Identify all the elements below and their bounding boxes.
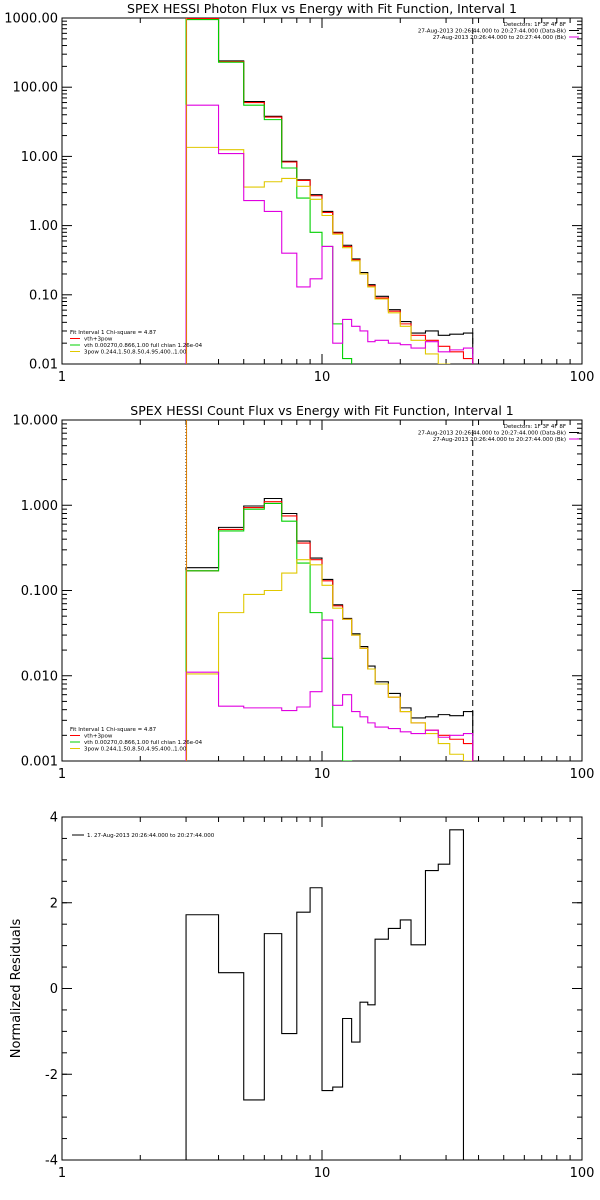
chart-title: SPEX HESSI Count Flux vs Energy with Fit… — [130, 403, 513, 418]
y-tick-label: 0.001 — [21, 755, 58, 770]
residuals-panel: 1 10 100 4 2 0 -2 -4 Normalized Residuals 1. 27-A… — [9, 811, 595, 1182]
y-tick-label: 1000.00 — [4, 12, 58, 27]
legend-entry: Detectors: 1F 3F 4F 8F — [504, 424, 566, 430]
y-tick-label: 1.000 — [21, 499, 58, 514]
y-tick-label: 0.100 — [21, 584, 58, 599]
y-tick-label: 10.000 — [13, 414, 59, 429]
y-tick-label: 0.010 — [21, 669, 58, 684]
chart-title: SPEX HESSI Photon Flux vs Energy with Fi… — [127, 1, 517, 16]
photon-flux-panel: SPEX HESSI Photon Flux vs Energy with Fi… — [4, 1, 595, 385]
y-tick-label: -4 — [45, 1154, 58, 1169]
plot-frame — [61, 17, 583, 365]
y-tick-label: 2 — [50, 896, 58, 911]
fit-legend-entry: 3pow 0.244,1.50,8.50,4.95,400.,1.00 — [84, 350, 187, 356]
fit-legend-entry: vth+3pow — [84, 337, 113, 343]
y-tick-label: -2 — [45, 1068, 58, 1083]
legend-entry: Detectors: 1F 3F 4F 8F — [504, 22, 566, 28]
y-axis-label: Normalized Residuals — [9, 919, 24, 1059]
legend-entry: 27-Aug-2013 20:26:44.000 to 20:27:44.000… — [418, 431, 566, 437]
legend-entry: 27-Aug-2013 20:26:44.000 to 20:27:44.000… — [418, 29, 566, 35]
series-0-step-line — [185, 829, 474, 1160]
x-tick-label: 1 — [58, 1166, 66, 1181]
y-tick-label: 0.01 — [29, 358, 58, 373]
legend-entry: 27-Aug-2013 20:26:44.000 to 20:27:44.000… — [433, 35, 566, 41]
series-3-step-line — [185, 559, 474, 761]
y-tick-label: 100.00 — [13, 81, 59, 96]
x-tick-label: 100 — [570, 1166, 595, 1181]
series-0-step-line — [185, 497, 474, 761]
y-tick-label: 4 — [50, 811, 58, 826]
series-4-step-line — [185, 104, 474, 364]
fit-legend-header: Fit Interval 1 Chi-square = 4.87 — [70, 727, 157, 733]
plot-frame — [61, 419, 583, 762]
y-tick-label: 1.00 — [29, 219, 58, 234]
fit-legend-entry: vth+3pow — [84, 734, 113, 740]
series-4-step-line — [185, 619, 474, 761]
fit-legend-entry: 3pow 0.244,1.50,8.50,4.95,400.,1.00 — [84, 747, 187, 753]
y-tick-label: 10.00 — [21, 150, 58, 165]
series-0-step-line — [185, 18, 474, 364]
y-tick-label: 0.10 — [29, 288, 58, 303]
fit-legend-header: Fit Interval 1 Chi-square = 4.87 — [70, 330, 157, 336]
x-tick-label: 100 — [570, 370, 595, 385]
series-3-step-line — [185, 146, 451, 364]
y-tick-label: 0 — [50, 982, 58, 997]
x-tick-label: 10 — [314, 1166, 331, 1181]
count-flux-panel: SPEX HESSI Count Flux vs Energy with Fit… — [13, 403, 595, 782]
x-tick-label: 10 — [314, 767, 331, 782]
fit-legend-entry: vth 0.00270,0.866,1.00 full chian 1.26e-… — [84, 740, 203, 746]
fit-legend-entry: vth 0.00270,0.866,1.00 full chian 1.26e-… — [84, 343, 203, 349]
data-series-group — [185, 829, 474, 1160]
x-tick-label: 1 — [58, 370, 66, 385]
data-series-group — [185, 420, 474, 761]
legend-entry: 27-Aug-2013 20:26:44.000 to 20:27:44.000… — [433, 437, 566, 443]
residual-legend-entry: 1. 27-Aug-2013 20:26:44.000 to 20:27:44.… — [87, 833, 215, 839]
x-tick-label: 100 — [570, 767, 595, 782]
x-tick-label: 10 — [314, 370, 331, 385]
data-series-group — [185, 18, 474, 364]
x-tick-label: 1 — [58, 767, 66, 782]
series-1-step-line — [185, 18, 474, 364]
